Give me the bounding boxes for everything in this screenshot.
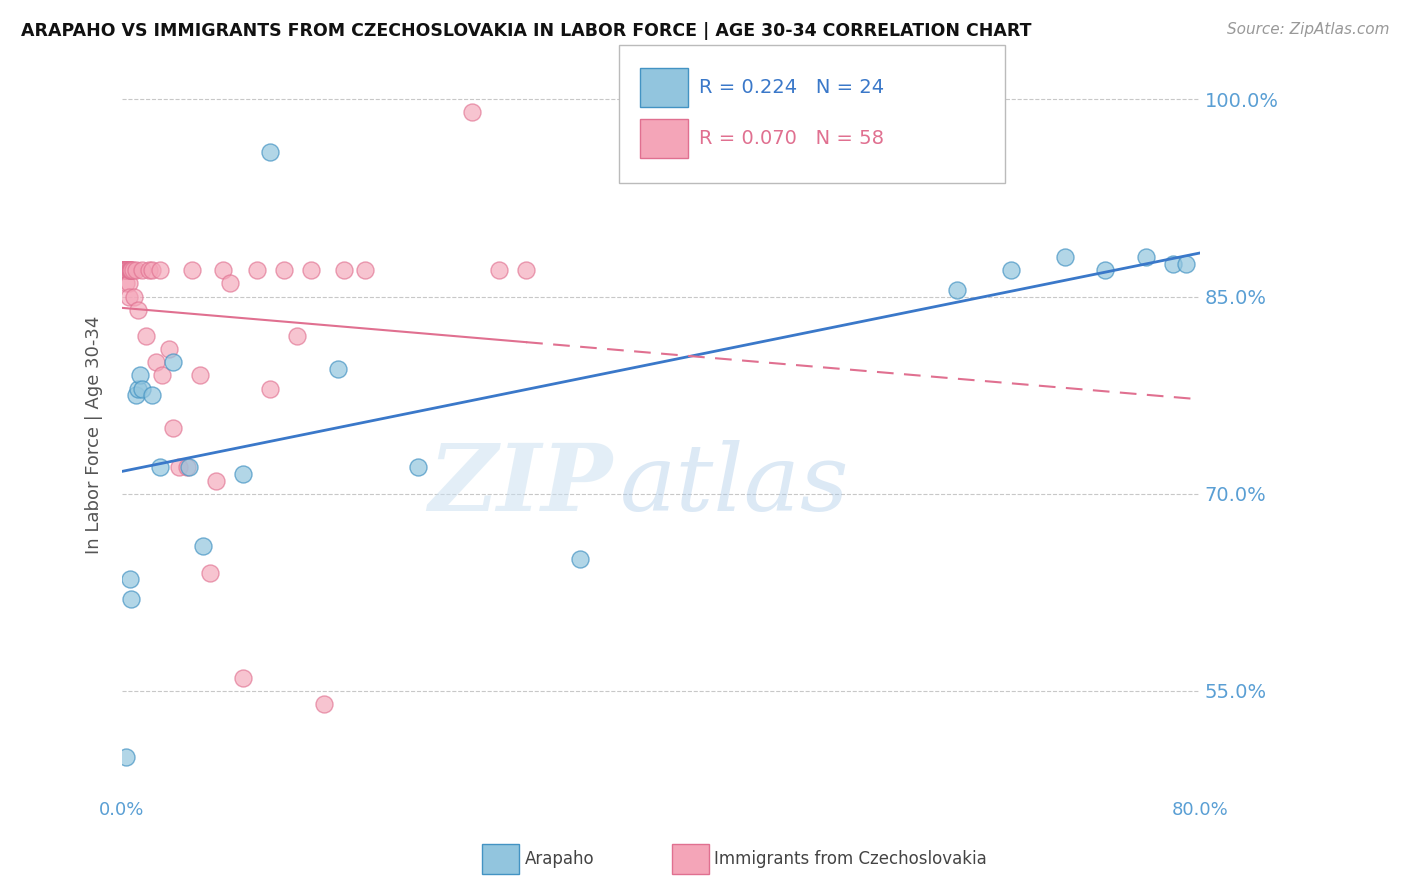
Point: [118, 289, 141, 303]
Text: atlas: atlas: [620, 440, 849, 530]
Point: [112, 263, 135, 277]
Point: [112, 263, 135, 277]
Point: [461, 105, 484, 120]
Point: [120, 263, 142, 277]
Point: [115, 263, 138, 277]
Point: [114, 263, 136, 277]
Point: [1135, 250, 1157, 264]
Point: [115, 263, 138, 277]
Point: [232, 671, 254, 685]
Point: [127, 382, 149, 396]
Point: [1161, 257, 1184, 271]
Point: [114, 263, 136, 277]
Point: [162, 421, 184, 435]
Text: ARAPAHO VS IMMIGRANTS FROM CZECHOSLOVAKIA IN LABOR FORCE | AGE 30-34 CORRELATION: ARAPAHO VS IMMIGRANTS FROM CZECHOSLOVAKI…: [21, 22, 1032, 40]
Point: [131, 263, 153, 277]
Point: [121, 263, 143, 277]
Point: [114, 263, 136, 277]
Point: [488, 263, 510, 277]
Point: [114, 263, 136, 277]
Point: [162, 355, 184, 369]
Point: [115, 263, 138, 277]
Point: [191, 539, 214, 553]
Point: [157, 342, 180, 356]
Point: [141, 263, 163, 277]
Point: [946, 283, 969, 297]
Point: [326, 361, 349, 376]
Point: [124, 263, 146, 277]
Point: [145, 355, 167, 369]
Point: [141, 388, 163, 402]
Point: [118, 263, 141, 277]
Point: [114, 263, 136, 277]
Point: [118, 277, 141, 291]
Point: [112, 263, 135, 277]
Point: [198, 566, 221, 580]
Text: R = 0.070   N = 58: R = 0.070 N = 58: [699, 128, 884, 148]
Point: [1094, 263, 1116, 277]
Text: ZIP: ZIP: [427, 440, 613, 530]
Point: [149, 263, 172, 277]
Y-axis label: In Labor Force | Age 30-34: In Labor Force | Age 30-34: [86, 316, 103, 554]
Point: [122, 289, 145, 303]
Point: [115, 749, 138, 764]
Point: [138, 263, 160, 277]
Point: [515, 263, 537, 277]
Point: [167, 460, 190, 475]
Point: [124, 388, 146, 402]
Point: [121, 591, 143, 606]
Point: [205, 474, 228, 488]
Point: [128, 368, 150, 383]
Point: [115, 263, 138, 277]
Point: [112, 263, 135, 277]
Point: [121, 263, 143, 277]
Point: [408, 460, 430, 475]
Point: [1053, 250, 1076, 264]
Point: [117, 263, 139, 277]
Point: [1000, 263, 1022, 277]
Point: [218, 277, 240, 291]
Point: [181, 263, 204, 277]
Point: [112, 263, 135, 277]
Point: [232, 467, 254, 481]
Point: [179, 460, 201, 475]
Point: [314, 697, 336, 711]
Point: [246, 263, 269, 277]
Point: [569, 552, 592, 566]
Point: [121, 263, 143, 277]
Point: [149, 460, 172, 475]
Point: [212, 263, 235, 277]
Point: [120, 572, 142, 586]
Point: [114, 263, 136, 277]
Point: [135, 329, 157, 343]
Point: [127, 302, 149, 317]
Point: [115, 277, 138, 291]
Point: [120, 263, 142, 277]
Point: [273, 263, 295, 277]
Text: R = 0.224   N = 24: R = 0.224 N = 24: [699, 78, 884, 97]
Text: Arapaho: Arapaho: [524, 850, 595, 868]
Point: [299, 263, 322, 277]
Point: [353, 263, 375, 277]
Point: [152, 368, 174, 383]
Text: Source: ZipAtlas.com: Source: ZipAtlas.com: [1226, 22, 1389, 37]
Point: [285, 329, 308, 343]
Text: Immigrants from Czechoslovakia: Immigrants from Czechoslovakia: [714, 850, 987, 868]
Point: [188, 368, 211, 383]
Point: [333, 263, 356, 277]
Point: [117, 263, 139, 277]
Point: [1175, 257, 1198, 271]
Point: [176, 460, 198, 475]
Point: [259, 382, 281, 396]
Point: [259, 145, 281, 159]
Point: [131, 382, 153, 396]
